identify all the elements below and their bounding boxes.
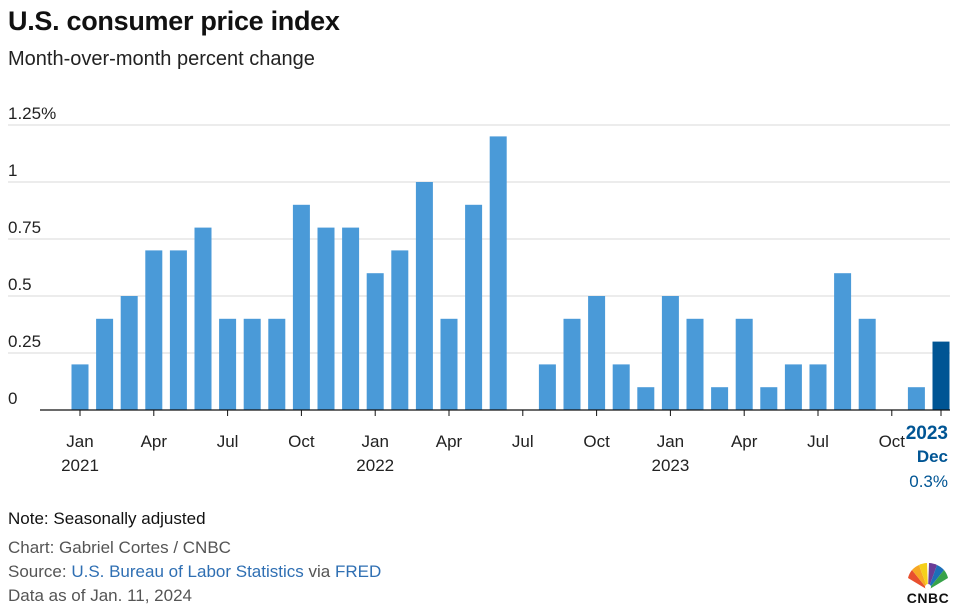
chart-title: U.S. consumer price index [8, 6, 340, 36]
bar-jan-2021 [71, 364, 89, 410]
cpi-bar-chart: 0 0.25 0.5 0.75 1 1.25% Jan 2021 Apr Jul Oct Jan 202… [8, 104, 950, 491]
bar-may-2023 [760, 387, 778, 410]
highlight-year: 2023 [906, 423, 948, 444]
bar-dec-2021 [342, 227, 360, 410]
chart-note: Note: Seasonally adjusted [8, 509, 206, 528]
bar-apr-2023 [735, 318, 753, 410]
bar-apr-2022 [440, 318, 458, 410]
x-tick-label: Jul [512, 432, 534, 451]
x-axis [40, 409, 950, 416]
bar-nov-2023 [907, 387, 925, 410]
y-tick-label: 0.75 [8, 218, 41, 237]
bar-sep-2022 [563, 318, 581, 410]
bar-jun-2023 [784, 364, 802, 410]
bar-oct-2021 [292, 204, 310, 410]
bar-aug-2022 [538, 364, 556, 410]
x-tick-label: Apr [141, 432, 168, 451]
peacock-icon [908, 563, 948, 590]
bar-feb-2022 [391, 250, 409, 410]
y-tick-label: 0 [8, 389, 17, 408]
y-tick-label: 0.25 [8, 332, 41, 351]
bar-sep-2021 [268, 318, 286, 410]
x-tick-label: Jan [361, 432, 388, 451]
bar-mar-2023 [711, 387, 729, 410]
x-tick-label: Oct [583, 432, 610, 451]
bar-jun-2022 [489, 136, 507, 410]
bar-nov-2022 [612, 364, 630, 410]
highlight-month: Dec [917, 447, 948, 466]
y-tick-label: 1.25% [8, 104, 56, 123]
bar-nov-2021 [317, 227, 335, 410]
chart-subtitle: Month-over-month percent change [8, 48, 315, 70]
bar-may-2022 [465, 204, 483, 410]
x-year-label: 2023 [651, 456, 689, 475]
axis-labels: 0 0.25 0.5 0.75 1 1.25% Jan 2021 Apr Jul Oct Jan 202… [8, 104, 948, 491]
y-tick-label: 0.5 [8, 275, 32, 294]
bar-jan-2023 [661, 296, 679, 410]
bars [71, 136, 950, 410]
x-tick-label: Apr [436, 432, 463, 451]
bar-oct-2022 [588, 296, 606, 410]
x-tick-label: Oct [879, 432, 906, 451]
x-tick-label: Jan [657, 432, 684, 451]
x-year-label: 2022 [356, 456, 394, 475]
bar-dec-2023 [932, 341, 950, 410]
bar-jul-2021 [219, 318, 237, 410]
x-tick-label: Apr [731, 432, 758, 451]
source-via: via [303, 562, 335, 581]
source-prefix: Source: [8, 562, 72, 581]
highlight-value: 0.3% [909, 472, 948, 491]
x-year-label: 2021 [61, 456, 99, 475]
bar-jan-2022 [366, 273, 384, 410]
x-tick-label: Oct [288, 432, 315, 451]
bar-feb-2023 [686, 318, 704, 410]
source-link-bls[interactable]: U.S. Bureau of Labor Statistics [71, 562, 304, 581]
bar-jun-2021 [194, 227, 212, 410]
source-link-fred[interactable]: FRED [334, 562, 382, 581]
bar-apr-2021 [145, 250, 163, 410]
bar-aug-2021 [243, 318, 261, 410]
logo-text: CNBC [906, 590, 950, 606]
chart-credit: Chart: Gabriel Cortes / CNBC [8, 538, 231, 557]
bar-may-2021 [169, 250, 187, 410]
bar-mar-2022 [415, 182, 433, 410]
bar-feb-2021 [96, 318, 114, 410]
x-tick-label: Jul [807, 432, 829, 451]
bar-mar-2021 [120, 296, 138, 410]
bar-jul-2023 [809, 364, 827, 410]
y-tick-label: 1 [8, 161, 17, 180]
x-tick-label: Jul [217, 432, 239, 451]
chart-source: Source: U.S. Bureau of Labor Statistics … [8, 562, 381, 582]
data-as-of: Data as of Jan. 11, 2024 [8, 586, 192, 605]
cnbc-logo: CNBC [902, 562, 954, 606]
x-tick-label: Jan [66, 432, 93, 451]
bar-dec-2022 [637, 387, 655, 410]
bar-aug-2023 [834, 273, 852, 410]
bar-sep-2023 [858, 318, 876, 410]
